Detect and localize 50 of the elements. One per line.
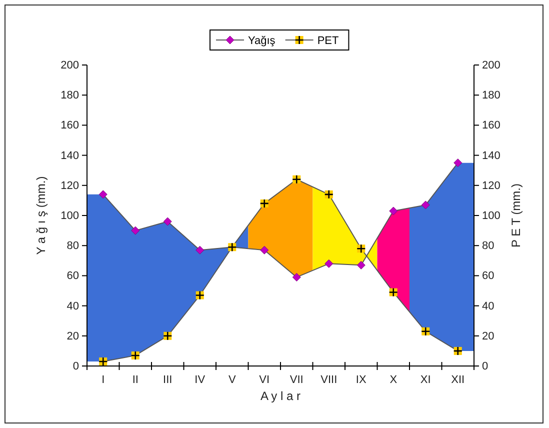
- x-tick-label: IX: [356, 374, 367, 386]
- point: [324, 259, 334, 268]
- y2-tick-label: 120: [482, 180, 500, 192]
- y-axis-title: Y a ğ ı ş (mm.): [34, 176, 48, 255]
- y-tick-label: 40: [66, 300, 79, 312]
- point: [292, 272, 301, 282]
- y2-tick-label: 40: [482, 300, 494, 312]
- point: [163, 217, 172, 226]
- y2-tick-label: 0: [482, 360, 488, 373]
- y-tick-label: 160: [60, 120, 79, 132]
- legend-label: Yağış: [248, 35, 276, 47]
- y2-tick-label: 160: [482, 120, 500, 132]
- x-tick-label: I: [102, 374, 105, 386]
- y-tick-label: 200: [60, 60, 79, 72]
- point: [356, 260, 366, 270]
- y-tick-label: 120: [60, 180, 79, 192]
- y-tick-label: 0: [72, 360, 79, 373]
- y2-tick-label: 180: [482, 90, 500, 102]
- y2-tick-label: 100: [482, 210, 500, 222]
- y2-tick-label: 80: [482, 240, 494, 252]
- x-tick-label: XII: [451, 374, 465, 386]
- y2-axis-title: P E T (mm.): [509, 183, 523, 248]
- x-tick-label: III: [163, 374, 172, 386]
- y-tick-label: 80: [66, 240, 79, 252]
- x-tick-label: VI: [259, 374, 270, 386]
- legend-label: PET: [317, 35, 339, 47]
- y-tick-label: 140: [60, 150, 79, 162]
- y-tick-label: 60: [66, 270, 79, 282]
- y2-tick-label: 140: [482, 150, 500, 162]
- x-tick-label: IV: [194, 374, 206, 386]
- x-axis-title: A y l a r: [260, 389, 301, 403]
- x-tick-label: XI: [420, 374, 431, 386]
- point: [260, 246, 269, 254]
- x-tick-label: VII: [290, 374, 304, 386]
- point: [389, 206, 398, 216]
- y-tick-label: 180: [60, 90, 79, 102]
- point: [131, 226, 140, 235]
- point: [421, 200, 430, 210]
- y-tick-label: 100: [60, 210, 79, 222]
- y-tick-label: 20: [66, 330, 79, 342]
- y2-tick-label: 200: [482, 60, 500, 72]
- x-tick-label: VIII: [320, 374, 338, 386]
- y2-tick-label: 20: [482, 330, 494, 342]
- y2-tick-label: 60: [482, 270, 494, 282]
- point: [98, 190, 108, 199]
- x-tick-label: V: [228, 374, 236, 386]
- point: [196, 246, 204, 254]
- x-tick-label: X: [390, 374, 398, 386]
- point: [454, 158, 462, 168]
- x-tick-label: II: [132, 374, 138, 386]
